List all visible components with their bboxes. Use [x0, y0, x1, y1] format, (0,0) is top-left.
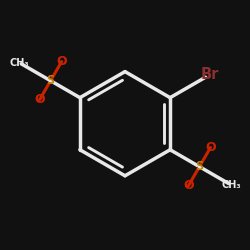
Text: O: O	[183, 179, 194, 192]
Text: CH₃: CH₃	[221, 180, 241, 190]
Text: CH₃: CH₃	[9, 58, 29, 68]
Text: O: O	[205, 141, 216, 154]
Text: O: O	[34, 94, 45, 106]
Text: Br: Br	[201, 67, 219, 82]
Text: S: S	[196, 160, 203, 173]
Text: S: S	[46, 74, 54, 87]
Text: O: O	[56, 55, 67, 68]
